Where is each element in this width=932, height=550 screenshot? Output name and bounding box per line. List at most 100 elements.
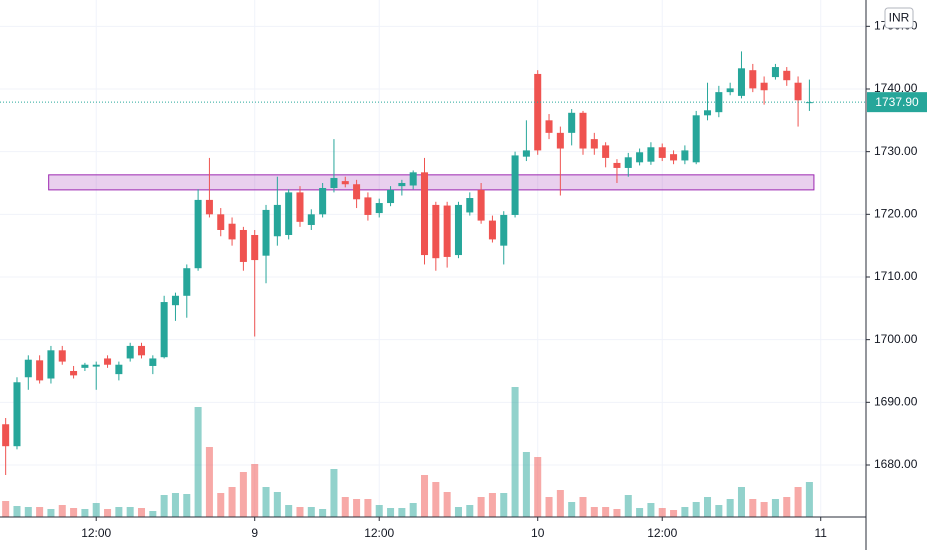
y-tick-label: 1740.00 bbox=[874, 81, 918, 95]
candle-body bbox=[704, 110, 712, 116]
candle-body bbox=[409, 172, 417, 186]
currency-box[interactable] bbox=[884, 7, 914, 29]
volume-bar bbox=[149, 511, 157, 517]
last-price-box bbox=[867, 92, 927, 113]
candle-body bbox=[47, 350, 55, 379]
currency-badge[interactable]: INR bbox=[884, 7, 914, 29]
candle-body bbox=[466, 198, 474, 213]
candle-body bbox=[205, 199, 213, 215]
volume-bar bbox=[296, 507, 304, 517]
candle-body bbox=[149, 358, 157, 366]
volume-bar bbox=[183, 494, 191, 517]
currency-label[interactable]: INR bbox=[889, 11, 910, 25]
candle-body bbox=[398, 182, 406, 187]
volume-bar bbox=[454, 507, 462, 517]
x-tick-label: 11 bbox=[814, 526, 827, 540]
volume-bar bbox=[409, 503, 417, 517]
volume-bar bbox=[387, 508, 395, 517]
volume-bar bbox=[613, 509, 621, 517]
volume-bar bbox=[36, 507, 44, 517]
volume-bar bbox=[353, 499, 361, 517]
volume-bar bbox=[160, 495, 168, 517]
x-tick-label: 12:00 bbox=[364, 526, 394, 540]
axes: 1680.00 1690.00 1700.00 1710.00 1720.00 1730.… bbox=[81, 18, 927, 540]
volume-bar bbox=[443, 492, 451, 517]
volume-bar bbox=[749, 499, 757, 517]
volume-bar bbox=[466, 505, 474, 517]
candle-body bbox=[2, 424, 10, 447]
volume-bar bbox=[228, 487, 236, 517]
candle-body bbox=[624, 157, 632, 168]
candle-body bbox=[454, 204, 462, 256]
volume-bar bbox=[217, 493, 225, 517]
candle-body bbox=[749, 70, 757, 89]
volume-bar bbox=[647, 503, 655, 517]
volume-bar bbox=[104, 509, 112, 517]
volume-bar bbox=[771, 499, 779, 517]
candle-body bbox=[58, 350, 66, 362]
volume-bar bbox=[307, 507, 315, 517]
volume-bar bbox=[658, 508, 666, 517]
volume-bar bbox=[692, 502, 700, 517]
volume-bar bbox=[500, 493, 508, 517]
candle-body bbox=[239, 229, 247, 262]
volume-bar bbox=[58, 505, 66, 517]
volume-bar bbox=[488, 493, 496, 517]
candle-body bbox=[36, 360, 44, 381]
volume-bar bbox=[398, 508, 406, 517]
candle-body bbox=[692, 115, 700, 163]
candle-body bbox=[421, 172, 429, 256]
candle-body bbox=[375, 203, 383, 214]
volume-bar bbox=[262, 487, 270, 517]
volume-bar bbox=[556, 490, 564, 517]
candle-body bbox=[330, 177, 338, 188]
candle-body bbox=[24, 359, 32, 378]
candle-body bbox=[262, 209, 270, 256]
candle-body bbox=[319, 188, 327, 215]
volume-bar bbox=[805, 482, 813, 517]
candle-body bbox=[13, 382, 21, 447]
candle-body bbox=[477, 189, 485, 221]
volume-bar bbox=[477, 497, 485, 517]
candle-body bbox=[92, 364, 100, 367]
y-tick-label: 1680.00 bbox=[874, 457, 918, 471]
candle-body bbox=[432, 204, 440, 259]
volume-bar bbox=[2, 501, 10, 517]
candle-body bbox=[590, 139, 598, 149]
candle-body bbox=[805, 102, 813, 104]
candle-body bbox=[783, 70, 791, 81]
candle-body bbox=[81, 364, 89, 368]
volume-bar bbox=[421, 475, 429, 517]
y-tick-label: 1720.00 bbox=[874, 206, 918, 220]
volume-bar bbox=[568, 502, 576, 517]
volume-bar bbox=[171, 493, 179, 517]
volume-bar bbox=[624, 495, 632, 517]
volume-bar bbox=[590, 507, 598, 517]
candle-body bbox=[794, 82, 802, 101]
candle-body bbox=[522, 150, 530, 157]
volume-bar bbox=[737, 487, 745, 517]
x-tick-label: 9 bbox=[251, 526, 258, 540]
candle-body bbox=[443, 205, 451, 257]
candle-body bbox=[353, 184, 361, 200]
candle-body bbox=[285, 192, 293, 235]
candle-body bbox=[171, 295, 179, 306]
volume-bar bbox=[432, 482, 440, 517]
candle-body bbox=[387, 189, 395, 204]
volume-bar bbox=[704, 497, 712, 517]
volume-bar bbox=[47, 509, 55, 517]
volume-bar bbox=[251, 464, 259, 517]
candle-body bbox=[115, 364, 123, 375]
volume-bar bbox=[24, 507, 32, 517]
volume-bar bbox=[636, 508, 644, 517]
volume-bar bbox=[715, 505, 723, 517]
candle-body bbox=[613, 162, 621, 168]
candle-body bbox=[273, 204, 281, 237]
volume-bar bbox=[760, 502, 768, 517]
candle-body bbox=[771, 67, 779, 78]
candle-body bbox=[636, 152, 644, 163]
volume-bar bbox=[92, 503, 100, 517]
